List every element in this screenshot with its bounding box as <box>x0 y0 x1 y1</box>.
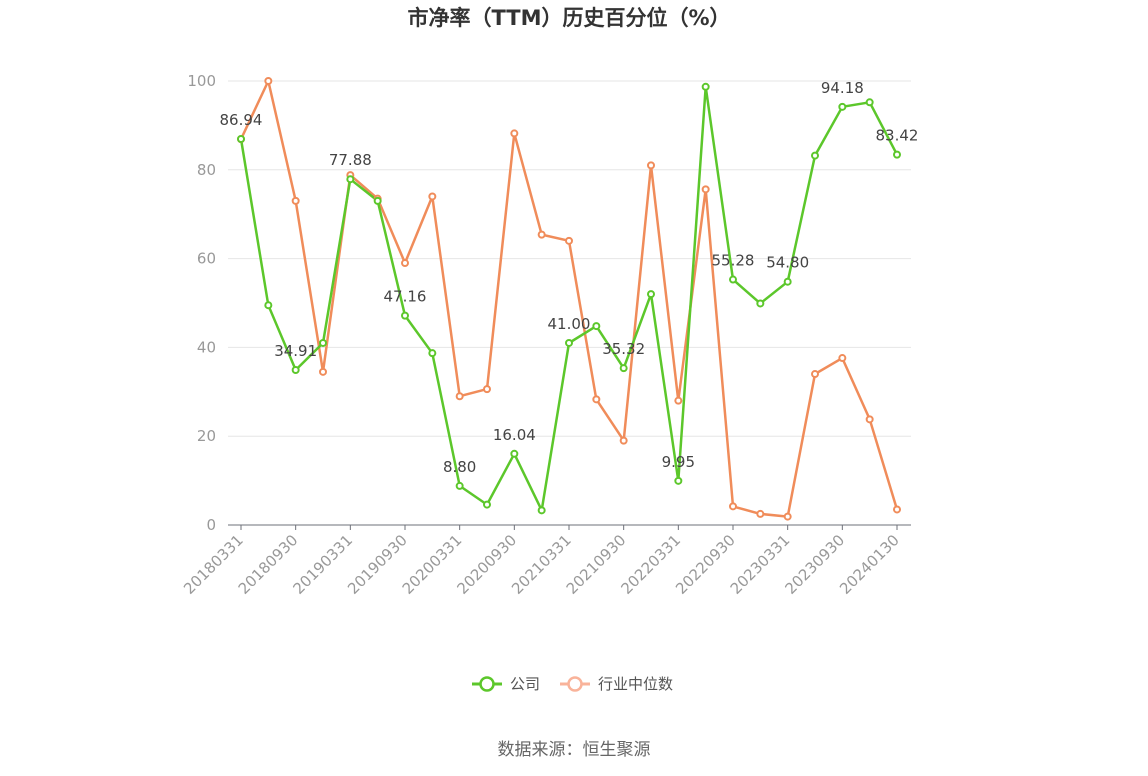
point-s0-22[interactable] <box>838 102 847 111</box>
point-s0-0[interactable] <box>237 134 245 143</box>
data-label-12: 41.00 <box>548 315 591 333</box>
point-s1-3[interactable] <box>319 367 327 376</box>
series-line-1 <box>239 79 899 518</box>
data-label-8: 8.80 <box>443 458 476 476</box>
legend-label-industry-median: 行业中位数 <box>598 675 673 693</box>
series-lines <box>239 79 899 518</box>
point-s1-17[interactable] <box>701 185 710 194</box>
legend-item-company[interactable]: 公司 <box>472 675 540 693</box>
point-s0-24[interactable] <box>893 150 901 159</box>
point-s0-15[interactable] <box>647 290 655 299</box>
point-s0-4[interactable] <box>346 175 355 184</box>
data-label-22: 94.18 <box>821 79 864 97</box>
data-label-0: 86.94 <box>220 111 263 129</box>
point-s1-20[interactable] <box>783 512 792 521</box>
point-s1-21[interactable] <box>811 370 819 379</box>
point-s1-9[interactable] <box>483 385 491 394</box>
data-label-14: 35.32 <box>602 340 645 358</box>
point-s0-8[interactable] <box>455 481 464 490</box>
point-s0-21[interactable] <box>811 151 819 160</box>
x-tick-label-20240130: 20240130 <box>836 531 903 598</box>
y-tick-label-40: 40 <box>197 338 216 356</box>
point-s1-13[interactable] <box>592 395 601 404</box>
point-s0-12[interactable] <box>565 338 573 347</box>
point-s0-2[interactable] <box>291 365 300 374</box>
point-s1-22[interactable] <box>838 354 847 363</box>
point-s0-23[interactable] <box>865 98 874 107</box>
point-s0-20[interactable] <box>783 277 792 286</box>
y-tick-label-0: 0 <box>206 516 216 534</box>
data-labels: 86.94 34.91 77.88 47.16 8.80 16.04 41.00 35.32 9… <box>220 79 919 476</box>
point-s1-15[interactable] <box>647 161 655 170</box>
point-s0-13[interactable] <box>592 322 601 331</box>
point-s0-16[interactable] <box>674 476 683 485</box>
point-s0-6[interactable] <box>401 311 409 320</box>
grid <box>228 80 911 437</box>
x-axis: 2018033120180930201903312019093020200331… <box>180 524 911 598</box>
series-points <box>237 77 901 521</box>
data-label-20: 54.80 <box>766 254 809 272</box>
point-s1-6[interactable] <box>401 259 409 268</box>
point-s0-17[interactable] <box>701 82 710 91</box>
legend-item-industry-median[interactable]: 行业中位数 <box>560 675 673 693</box>
point-s1-1[interactable] <box>264 77 273 85</box>
legend: 公司 行业中位数 <box>472 675 673 693</box>
point-s1-7[interactable] <box>428 192 437 201</box>
data-source: 数据来源：恒生聚源 <box>498 740 651 760</box>
point-s1-16[interactable] <box>674 396 683 405</box>
point-s0-9[interactable] <box>483 500 491 509</box>
data-label-2: 34.91 <box>274 342 317 360</box>
point-s1-12[interactable] <box>565 236 573 245</box>
y-tick-label-100: 100 <box>187 72 216 90</box>
point-s1-10[interactable] <box>510 129 519 138</box>
point-s1-24[interactable] <box>893 505 901 514</box>
point-s0-14[interactable] <box>619 364 628 373</box>
data-label-16: 9.95 <box>662 453 695 471</box>
chart-title: 市净率（TTM）历史百分位（%） <box>407 6 730 30</box>
point-s1-19[interactable] <box>756 509 765 518</box>
y-tick-label-20: 20 <box>197 427 216 445</box>
point-s1-14[interactable] <box>619 436 628 445</box>
point-s1-11[interactable] <box>537 230 546 239</box>
point-s0-3[interactable] <box>319 338 327 347</box>
data-label-6: 47.16 <box>384 288 427 306</box>
data-label-24: 83.42 <box>876 127 919 145</box>
point-s0-5[interactable] <box>373 196 382 205</box>
y-tick-label-60: 60 <box>197 250 216 268</box>
point-s1-8[interactable] <box>455 392 464 401</box>
point-s0-19[interactable] <box>756 299 765 308</box>
point-s0-11[interactable] <box>537 506 546 515</box>
point-s1-2[interactable] <box>291 196 300 205</box>
point-s0-1[interactable] <box>264 301 273 310</box>
data-label-18: 55.28 <box>712 252 755 270</box>
legend-label-company: 公司 <box>510 675 540 693</box>
data-label-4: 77.88 <box>329 151 372 169</box>
y-tick-label-80: 80 <box>197 161 216 179</box>
point-s0-10[interactable] <box>510 449 519 458</box>
y-axis: 0 20 40 60 80 100 <box>187 72 216 534</box>
point-s0-18[interactable] <box>729 275 737 284</box>
point-s0-7[interactable] <box>428 349 437 358</box>
data-label-10: 16.04 <box>493 426 536 444</box>
point-s1-23[interactable] <box>865 415 874 424</box>
point-s1-18[interactable] <box>729 502 737 511</box>
